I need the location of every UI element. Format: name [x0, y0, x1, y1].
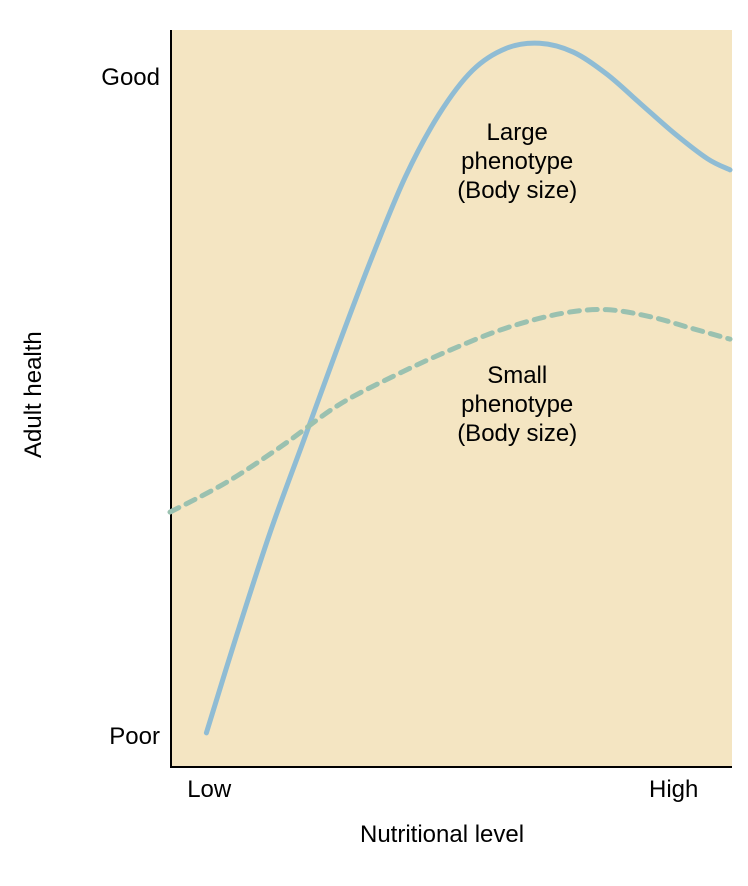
small-label-line1: Small: [487, 362, 547, 389]
large-label-line1: Large: [487, 119, 548, 146]
x-tick-high: High: [649, 776, 698, 804]
small-phenotype-line: [170, 310, 730, 513]
y-axis-label: Adult health: [20, 331, 48, 458]
small-phenotype-label: Small phenotype (Body size): [457, 362, 577, 448]
x-tick-low: Low: [187, 776, 231, 804]
chart-container: Adult health Nutritional level Good Poor…: [20, 20, 748, 866]
large-label-line2: phenotype: [461, 148, 573, 175]
y-tick-good: Good: [101, 64, 160, 92]
small-label-line3: (Body size): [457, 420, 577, 447]
large-phenotype-label: Large phenotype (Body size): [457, 119, 577, 205]
y-tick-poor: Poor: [109, 723, 160, 751]
small-label-line2: phenotype: [461, 391, 573, 418]
large-label-line3: (Body size): [457, 177, 577, 204]
chart-lines: [20, 20, 748, 786]
x-axis-label: Nutritional level: [360, 821, 524, 849]
